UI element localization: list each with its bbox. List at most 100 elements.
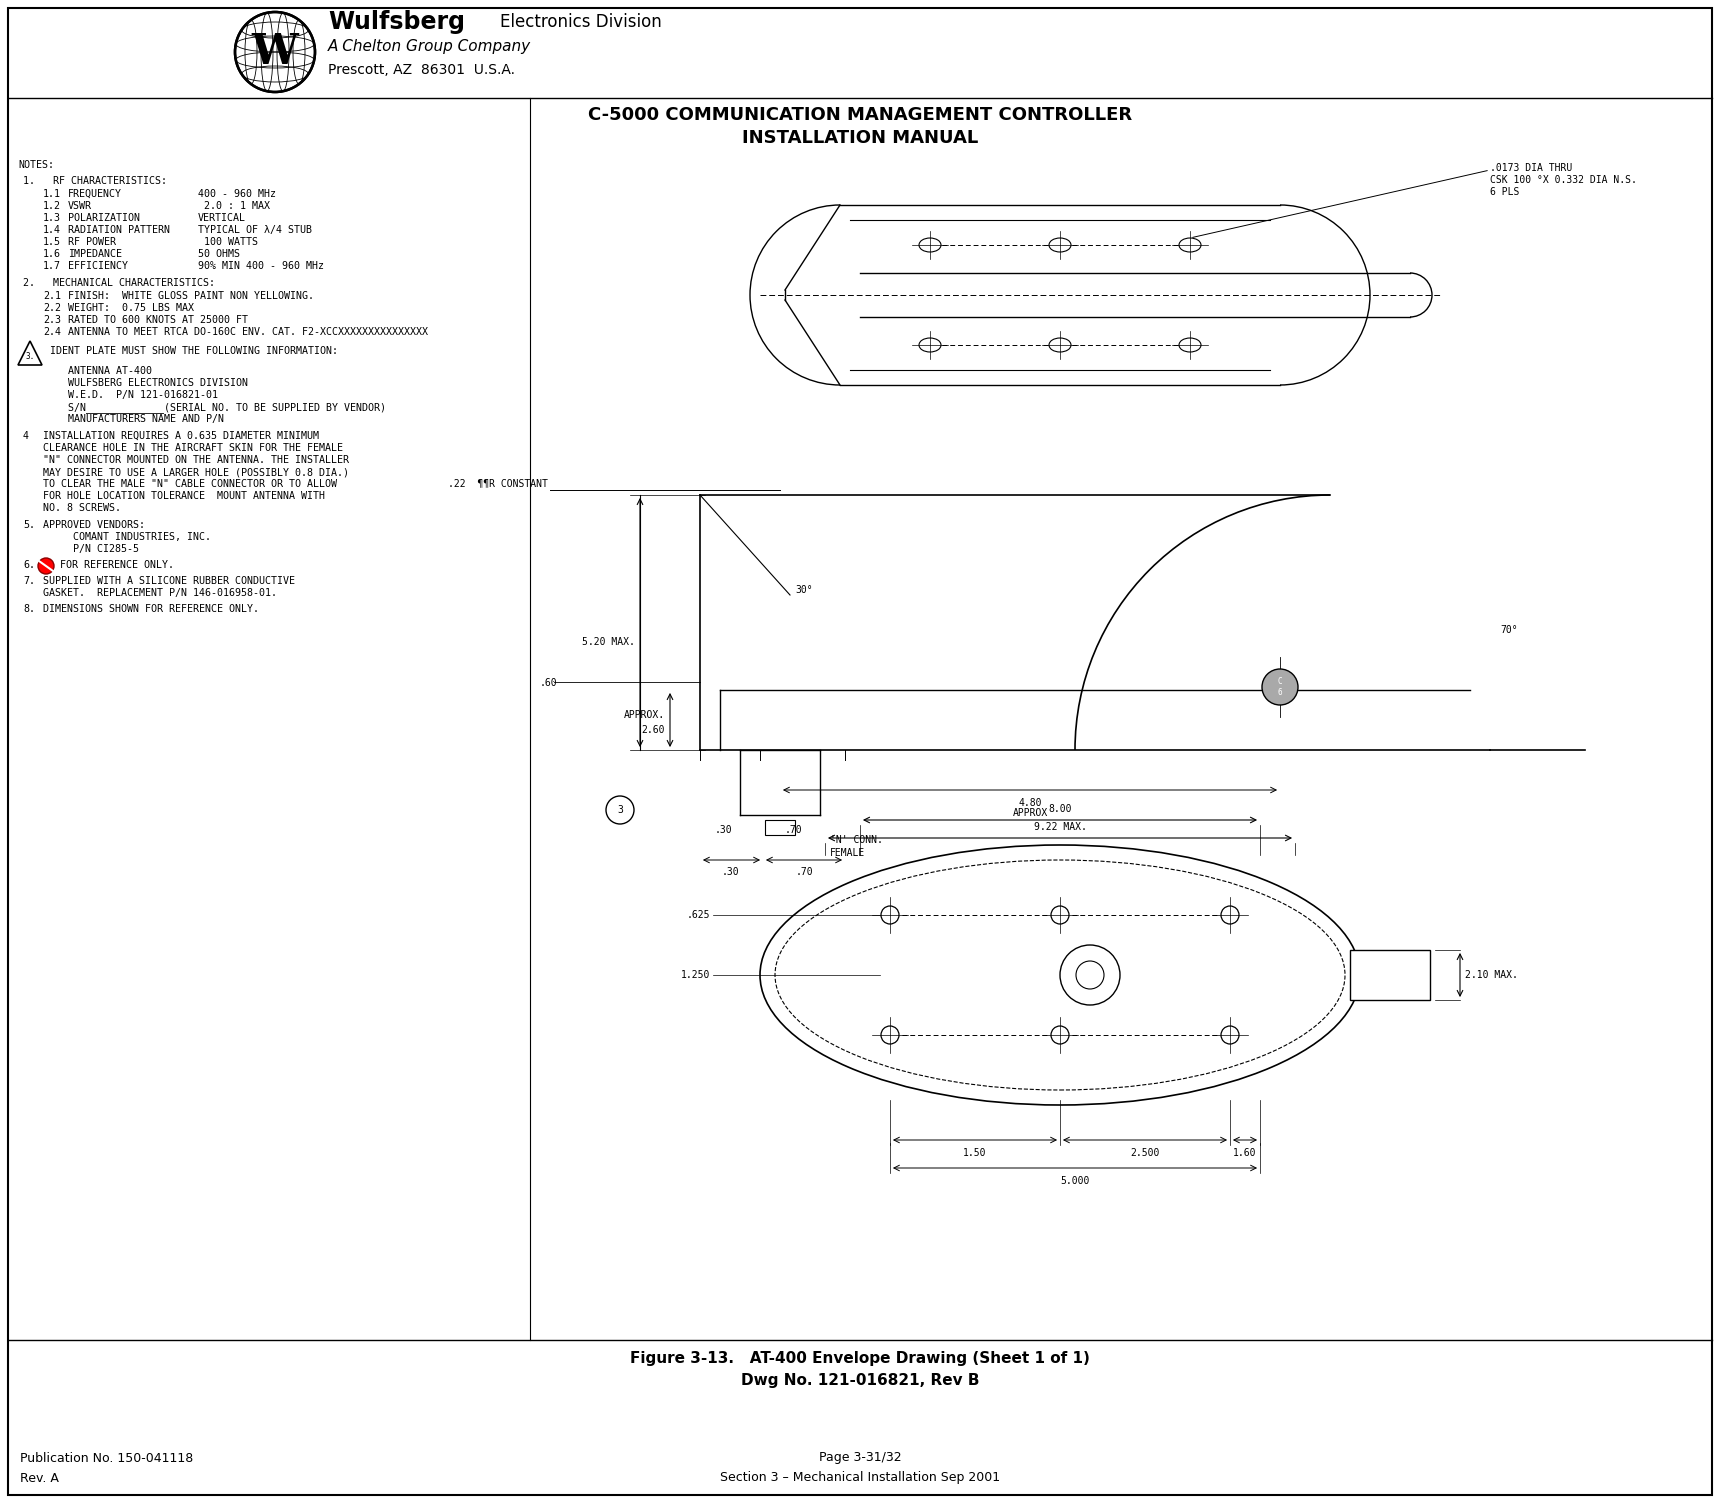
Text: GASKET.  REPLACEMENT P/N 146-016958-01.: GASKET. REPLACEMENT P/N 146-016958-01. (43, 588, 277, 598)
Text: .60: .60 (540, 678, 557, 688)
Text: SUPPLIED WITH A SILICONE RUBBER CONDUCTIVE: SUPPLIED WITH A SILICONE RUBBER CONDUCTI… (43, 576, 296, 586)
Text: 7.: 7. (22, 576, 34, 586)
Text: 4.80: 4.80 (1018, 798, 1042, 809)
Ellipse shape (1178, 237, 1201, 253)
Text: FREQUENCY: FREQUENCY (69, 189, 122, 198)
Text: 100 WATTS: 100 WATTS (198, 237, 258, 246)
Text: Figure 3-13.   AT-400 Envelope Drawing (Sheet 1 of 1): Figure 3-13. AT-400 Envelope Drawing (Sh… (630, 1351, 1090, 1366)
Text: FEMALE: FEMALE (831, 848, 865, 858)
Text: 5.20 MAX.: 5.20 MAX. (581, 637, 635, 646)
Circle shape (881, 1027, 900, 1045)
Circle shape (1262, 669, 1299, 705)
Text: 2.   MECHANICAL CHARACTERISTICS:: 2. MECHANICAL CHARACTERISTICS: (22, 278, 215, 289)
Text: 1.6: 1.6 (43, 249, 60, 259)
Text: 2.500: 2.500 (1130, 1148, 1159, 1157)
Text: 3.: 3. (26, 352, 34, 361)
Text: APPROX: APPROX (1013, 809, 1047, 818)
Text: C
6: C 6 (1278, 678, 1283, 697)
Text: 50 OHMS: 50 OHMS (198, 249, 241, 259)
Text: Electronics Division: Electronics Division (501, 14, 662, 32)
Text: .22  ¶¶R CONSTANT: .22 ¶¶R CONSTANT (449, 478, 549, 488)
Text: VERTICAL: VERTICAL (198, 213, 246, 222)
Text: .30: .30 (721, 867, 740, 876)
Text: TO CLEAR THE MALE "N" CABLE CONNECTOR OR TO ALLOW: TO CLEAR THE MALE "N" CABLE CONNECTOR OR… (43, 479, 337, 488)
Text: "N" CONNECTOR MOUNTED ON THE ANTENNA. THE INSTALLER: "N" CONNECTOR MOUNTED ON THE ANTENNA. TH… (43, 455, 349, 464)
Text: MAY DESIRE TO USE A LARGER HOLE (POSSIBLY 0.8 DIA.): MAY DESIRE TO USE A LARGER HOLE (POSSIBL… (43, 467, 349, 476)
Text: P/N CI285-5: P/N CI285-5 (72, 544, 139, 555)
Text: CLEARANCE HOLE IN THE AIRCRAFT SKIN FOR THE FEMALE: CLEARANCE HOLE IN THE AIRCRAFT SKIN FOR … (43, 443, 342, 452)
Text: 6 PLS: 6 PLS (1490, 186, 1519, 197)
Text: C-5000 COMMUNICATION MANAGEMENT CONTROLLER: C-5000 COMMUNICATION MANAGEMENT CONTROLL… (588, 107, 1132, 125)
Text: Page 3-31/32: Page 3-31/32 (819, 1452, 901, 1464)
Text: 2.3: 2.3 (43, 316, 60, 325)
Text: 4: 4 (22, 431, 29, 440)
Text: A Chelton Group Company: A Chelton Group Company (329, 39, 531, 54)
Circle shape (38, 558, 53, 574)
Text: 8.: 8. (22, 604, 34, 615)
Text: 1.60: 1.60 (1233, 1148, 1257, 1157)
Text: 30°: 30° (795, 585, 812, 595)
Text: ANTENNA AT-400: ANTENNA AT-400 (69, 367, 151, 376)
Text: WEIGHT:  0.75 LBS MAX: WEIGHT: 0.75 LBS MAX (69, 304, 194, 313)
Text: Dwg No. 121-016821, Rev B: Dwg No. 121-016821, Rev B (741, 1372, 979, 1387)
Text: 90% MIN 400 - 960 MHz: 90% MIN 400 - 960 MHz (198, 262, 323, 271)
Text: 1.7: 1.7 (43, 262, 60, 271)
Text: EFFICIENCY: EFFICIENCY (69, 262, 127, 271)
Text: 2.1: 2.1 (43, 292, 60, 301)
Ellipse shape (1178, 338, 1201, 352)
Text: 2.10 MAX.: 2.10 MAX. (1465, 969, 1517, 980)
Text: 2.4: 2.4 (43, 328, 60, 337)
Ellipse shape (760, 845, 1361, 1105)
Circle shape (1221, 906, 1238, 924)
Text: FINISH:  WHITE GLOSS PAINT NON YELLOWING.: FINISH: WHITE GLOSS PAINT NON YELLOWING. (69, 292, 315, 301)
Text: POLARIZATION: POLARIZATION (69, 213, 139, 222)
Text: 1.2: 1.2 (43, 201, 60, 210)
Text: 5.000: 5.000 (1060, 1175, 1090, 1186)
Ellipse shape (918, 338, 941, 352)
Circle shape (881, 906, 900, 924)
Ellipse shape (918, 237, 941, 253)
Text: 2.0 : 1 MAX: 2.0 : 1 MAX (198, 201, 270, 210)
Text: 2.2: 2.2 (43, 304, 60, 313)
Text: 1.3: 1.3 (43, 213, 60, 222)
Text: DIMENSIONS SHOWN FOR REFERENCE ONLY.: DIMENSIONS SHOWN FOR REFERENCE ONLY. (43, 604, 260, 615)
Text: 5.: 5. (22, 520, 34, 531)
Text: 1.1: 1.1 (43, 189, 60, 198)
Text: WULFSBERG ELECTRONICS DIVISION: WULFSBERG ELECTRONICS DIVISION (69, 377, 248, 388)
Text: 8.00: 8.00 (1047, 804, 1072, 815)
Polygon shape (17, 341, 41, 365)
Text: 1.4: 1.4 (43, 225, 60, 234)
Text: S/N_____________(SERIAL NO. TO BE SUPPLIED BY VENDOR): S/N_____________(SERIAL NO. TO BE SUPPLI… (69, 401, 385, 413)
Text: FOR REFERENCE ONLY.: FOR REFERENCE ONLY. (60, 561, 174, 570)
Text: CSK 100 °X 0.332 DIA N.S.: CSK 100 °X 0.332 DIA N.S. (1490, 174, 1637, 185)
Text: IDENT PLATE MUST SHOW THE FOLLOWING INFORMATION:: IDENT PLATE MUST SHOW THE FOLLOWING INFO… (50, 346, 339, 356)
Text: TYPICAL OF λ/4 STUB: TYPICAL OF λ/4 STUB (198, 225, 311, 234)
Bar (1350, 950, 1429, 999)
Text: 9.22 MAX.: 9.22 MAX. (1034, 822, 1087, 833)
Text: INSTALLATION REQUIRES A 0.635 DIAMETER MINIMUM: INSTALLATION REQUIRES A 0.635 DIAMETER M… (43, 431, 318, 440)
Text: APPROVED VENDORS:: APPROVED VENDORS: (43, 520, 144, 531)
Text: RADIATION PATTERN: RADIATION PATTERN (69, 225, 170, 234)
Text: ANTENNA TO MEET RTCA DO-160C ENV. CAT. F2-XCCXXXXXXXXXXXXXXX: ANTENNA TO MEET RTCA DO-160C ENV. CAT. F… (69, 328, 428, 337)
Text: W: W (251, 32, 298, 74)
Text: 'N' CONN.: 'N' CONN. (831, 836, 882, 845)
Ellipse shape (1049, 338, 1072, 352)
Text: 1.5: 1.5 (43, 237, 60, 246)
Text: 3: 3 (617, 806, 623, 815)
Circle shape (1077, 960, 1104, 989)
Text: 70°: 70° (1500, 625, 1517, 634)
Text: .70: .70 (784, 825, 803, 836)
Text: Section 3 – Mechanical Installation Sep 2001: Section 3 – Mechanical Installation Sep … (721, 1471, 999, 1485)
Text: 1.250: 1.250 (681, 969, 710, 980)
Text: 1.50: 1.50 (963, 1148, 987, 1157)
Circle shape (236, 12, 315, 92)
Text: .70: .70 (795, 867, 814, 876)
Text: W.E.D.  P/N 121-016821-01: W.E.D. P/N 121-016821-01 (69, 389, 218, 400)
Text: APPROX.: APPROX. (624, 709, 666, 720)
Text: MANUFACTURERS NAME AND P/N: MANUFACTURERS NAME AND P/N (69, 413, 224, 424)
Text: COMANT INDUSTRIES, INC.: COMANT INDUSTRIES, INC. (72, 532, 212, 543)
Text: RATED TO 600 KNOTS AT 25000 FT: RATED TO 600 KNOTS AT 25000 FT (69, 316, 248, 325)
Circle shape (1221, 1027, 1238, 1045)
Text: 1.   RF CHARACTERISTICS:: 1. RF CHARACTERISTICS: (22, 176, 167, 186)
Text: Rev. A: Rev. A (21, 1471, 58, 1485)
